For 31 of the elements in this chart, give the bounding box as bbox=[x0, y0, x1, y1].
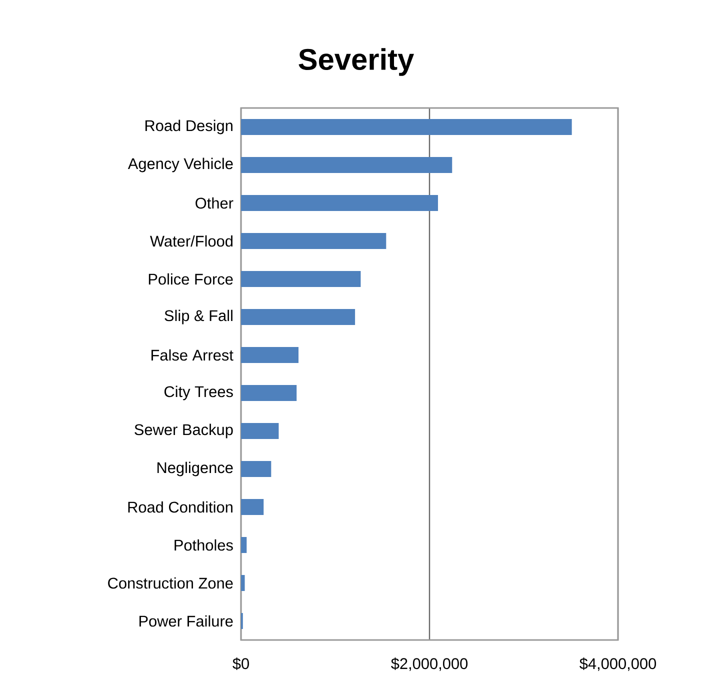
y-tick-label: Construction Zone bbox=[108, 577, 233, 589]
bar bbox=[241, 271, 361, 288]
y-tick-label: Agency Vehicle bbox=[128, 158, 233, 172]
y-tick-label: Water/Flood bbox=[150, 235, 232, 247]
bar bbox=[241, 347, 298, 364]
bar bbox=[241, 423, 279, 440]
y-tick-label: City Trees bbox=[164, 386, 233, 400]
y-tick-label: Slip & Fall bbox=[164, 310, 232, 324]
y-tick-label: Police Force bbox=[148, 273, 233, 285]
y-tick-label: Negligence bbox=[157, 462, 233, 476]
bar bbox=[241, 499, 264, 516]
y-tick-label: Power Failure bbox=[139, 615, 233, 627]
chart-title: Severity bbox=[298, 48, 414, 76]
x-tick-label: $2,000,000 bbox=[391, 658, 468, 671]
bar bbox=[241, 309, 356, 326]
x-tick-label: $0 bbox=[232, 658, 249, 670]
y-tick-label: Potholes bbox=[174, 539, 233, 551]
bar bbox=[241, 195, 438, 212]
bar bbox=[241, 385, 297, 402]
bar bbox=[241, 537, 247, 554]
y-tick-label: Other bbox=[196, 197, 234, 209]
bar bbox=[241, 575, 245, 592]
bar bbox=[241, 157, 452, 173]
x-tick-label: $4,000,000 bbox=[580, 658, 656, 671]
y-tick-label: Sewer Backup bbox=[134, 424, 233, 438]
y-tick-label: False Arrest bbox=[152, 349, 234, 361]
bar bbox=[241, 233, 386, 250]
bar bbox=[241, 119, 572, 135]
y-tick-label: Road Design bbox=[145, 120, 232, 134]
y-tick-label: Road Condition bbox=[128, 501, 232, 513]
bar bbox=[241, 461, 272, 478]
